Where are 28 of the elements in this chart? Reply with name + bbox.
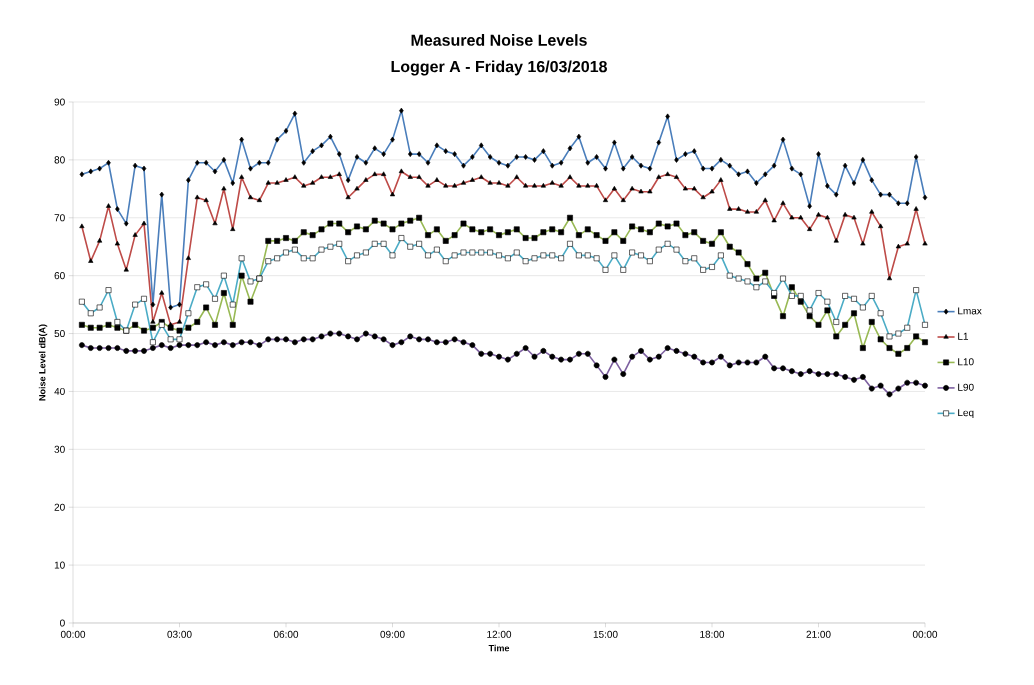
- x-tick-label: 00:00: [60, 630, 86, 638]
- legend-label: L90: [958, 383, 974, 391]
- chart-title: Measured Noise Levels: [411, 34, 587, 46]
- y-tick-label: 40: [54, 387, 65, 395]
- y-tick-label: 70: [54, 214, 65, 222]
- x-tick-label: 18:00: [700, 630, 725, 638]
- legend-label: Lmax: [958, 307, 982, 315]
- x-tick-label: 06:00: [273, 630, 299, 638]
- x-tick-label: 12:00: [487, 630, 512, 638]
- x-tick-label: 21:00: [806, 630, 831, 638]
- y-tick-label: 0: [60, 619, 65, 627]
- x-axis-title: Time: [488, 644, 510, 652]
- x-tick-label: 00:00: [912, 630, 938, 638]
- y-tick-label: 10: [54, 561, 65, 569]
- x-tick-label: 09:00: [380, 630, 405, 638]
- legend-label: L1: [958, 332, 969, 340]
- legend-label: L10: [958, 358, 974, 366]
- y-tick-label: 30: [54, 445, 65, 453]
- y-tick-label: 90: [54, 98, 65, 106]
- y-tick-label: 20: [54, 503, 65, 511]
- legend-label: Leq: [958, 409, 974, 419]
- x-tick-label: 03:00: [167, 630, 192, 638]
- x-tick-label: 15:00: [593, 630, 618, 638]
- y-tick-label: 50: [54, 330, 65, 338]
- y-axis-title: Noise Level dB(A): [38, 324, 48, 401]
- chart-subtitle: Logger A - Friday 16/03/2018: [391, 60, 607, 76]
- y-tick-label: 60: [54, 272, 65, 280]
- y-tick-label: 80: [54, 156, 65, 164]
